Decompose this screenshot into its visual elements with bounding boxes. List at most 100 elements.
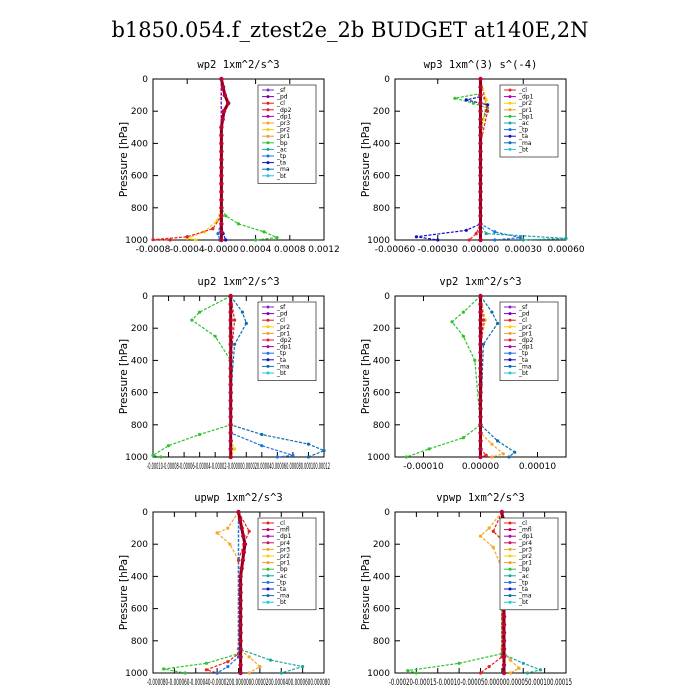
data-point-ac bbox=[279, 671, 283, 675]
legend-entry: _ta bbox=[276, 160, 286, 167]
data-point-state bbox=[239, 525, 244, 531]
data-point-tp bbox=[493, 230, 497, 234]
plot-frame bbox=[152, 78, 325, 241]
data-point-cl bbox=[185, 235, 189, 239]
data-point-state bbox=[219, 221, 224, 227]
legend-entry: _pr2 bbox=[276, 127, 290, 134]
data-point-state bbox=[219, 133, 224, 138]
data-point-state bbox=[478, 454, 483, 460]
legend-entry: _pr2 bbox=[518, 100, 532, 107]
legend-entry: _ta bbox=[276, 586, 286, 593]
data-point-cl bbox=[204, 668, 208, 672]
data-point-pr2 bbox=[194, 238, 198, 242]
data-point-state bbox=[238, 598, 243, 603]
series-line-bp bbox=[406, 295, 482, 458]
legend-entry: _sf bbox=[276, 304, 286, 311]
data-point-ac bbox=[521, 661, 525, 665]
data-point-bp bbox=[461, 334, 465, 338]
legend-marker bbox=[266, 312, 270, 316]
legend-entry: _pr4 bbox=[518, 540, 532, 547]
legend-entry: _dp1 bbox=[276, 344, 292, 351]
y-tick-label: 0 bbox=[142, 75, 148, 85]
data-point-cl bbox=[467, 238, 471, 242]
legend-marker bbox=[266, 600, 270, 604]
legend-entry: _ma bbox=[518, 140, 532, 147]
data-point-ma bbox=[496, 439, 500, 443]
data-point-ma bbox=[496, 321, 500, 325]
data-point-state bbox=[478, 237, 483, 243]
legend-entry: _bp bbox=[276, 140, 288, 147]
legend-marker bbox=[266, 141, 270, 145]
series-line-tp bbox=[217, 79, 222, 241]
y-tick-label: 800 bbox=[131, 421, 148, 431]
y-tick-label: 600 bbox=[131, 172, 148, 182]
data-point-bp bbox=[275, 236, 279, 240]
data-point-bp bbox=[183, 671, 187, 675]
legend-entry: _pd bbox=[276, 311, 288, 318]
data-point-bp bbox=[236, 222, 241, 226]
legend-entry: _pr2 bbox=[276, 324, 290, 331]
data-point-tp bbox=[260, 444, 264, 448]
legend-marker bbox=[266, 174, 270, 178]
data-point-state bbox=[228, 309, 233, 315]
chart-panel-4: vp2 1xm^2/s^3 Pressure [hPa] 0 200 400 600 800… bbox=[360, 276, 567, 472]
legend-marker bbox=[266, 587, 270, 591]
data-point-tp bbox=[493, 238, 497, 242]
legend-marker bbox=[266, 528, 270, 532]
x-tick-label: -0.00030 bbox=[418, 245, 459, 255]
x-tick-label: -0.0004 bbox=[170, 245, 205, 255]
legend-marker bbox=[508, 108, 512, 112]
plot-frame bbox=[152, 295, 325, 458]
x-tick-label: -0.00010 bbox=[403, 462, 444, 472]
data-point-bp bbox=[450, 320, 454, 324]
legend-marker bbox=[266, 108, 270, 112]
data-point-state bbox=[219, 197, 224, 202]
data-point-state bbox=[238, 646, 243, 652]
legend-marker bbox=[266, 121, 270, 125]
legend-marker bbox=[266, 318, 270, 322]
legend-entry: _bt bbox=[276, 173, 287, 180]
data-point-state bbox=[478, 374, 483, 379]
data-point-state bbox=[239, 566, 244, 571]
legend-marker bbox=[508, 101, 512, 105]
panel-title: wp2 1xm^2/s^3 bbox=[197, 59, 279, 71]
data-point-cl bbox=[247, 529, 251, 533]
x-tick-label: 0.0008 bbox=[274, 245, 306, 255]
data-point-bp bbox=[457, 661, 461, 665]
data-point-pr3 bbox=[228, 542, 232, 546]
legend-marker bbox=[508, 305, 512, 309]
data-point-tp bbox=[215, 671, 219, 675]
data-point-cl bbox=[478, 671, 483, 675]
data-point-bp bbox=[453, 96, 457, 100]
data-point-ac bbox=[538, 668, 543, 672]
legend-entry: _ta bbox=[518, 586, 528, 593]
data-point-state bbox=[238, 654, 243, 660]
data-point-pr3 bbox=[501, 452, 505, 456]
legend-marker bbox=[508, 134, 512, 138]
data-point-state bbox=[228, 326, 233, 331]
data-point-state bbox=[478, 422, 483, 427]
data-point-state bbox=[478, 149, 483, 154]
y-tick-label: 1000 bbox=[125, 669, 148, 679]
legend-entry: _mfl bbox=[518, 527, 532, 534]
data-point-state bbox=[221, 109, 227, 114]
legend-entry: _tp bbox=[518, 350, 528, 357]
data-point-state bbox=[228, 454, 233, 460]
legend-marker bbox=[266, 305, 270, 309]
legend-box bbox=[257, 84, 317, 184]
legend-entry: _bt bbox=[276, 599, 287, 606]
data-point-state bbox=[219, 173, 224, 178]
data-point-state bbox=[478, 92, 483, 98]
y-axis-label: Pressure [hPa] bbox=[118, 555, 130, 630]
data-point-state bbox=[222, 92, 227, 98]
series-line-pr2 bbox=[184, 79, 222, 241]
y-axis-label: Pressure [hPa] bbox=[360, 122, 372, 197]
legend-entry: _dp1 bbox=[518, 344, 534, 351]
legend-entry: _pr3 bbox=[276, 120, 290, 127]
data-point-state bbox=[478, 189, 483, 194]
data-point-bp bbox=[159, 455, 163, 459]
legend-marker bbox=[508, 528, 512, 532]
legend-entry: _bt bbox=[518, 370, 529, 377]
legend-marker bbox=[266, 554, 270, 558]
data-point-state bbox=[228, 350, 233, 355]
